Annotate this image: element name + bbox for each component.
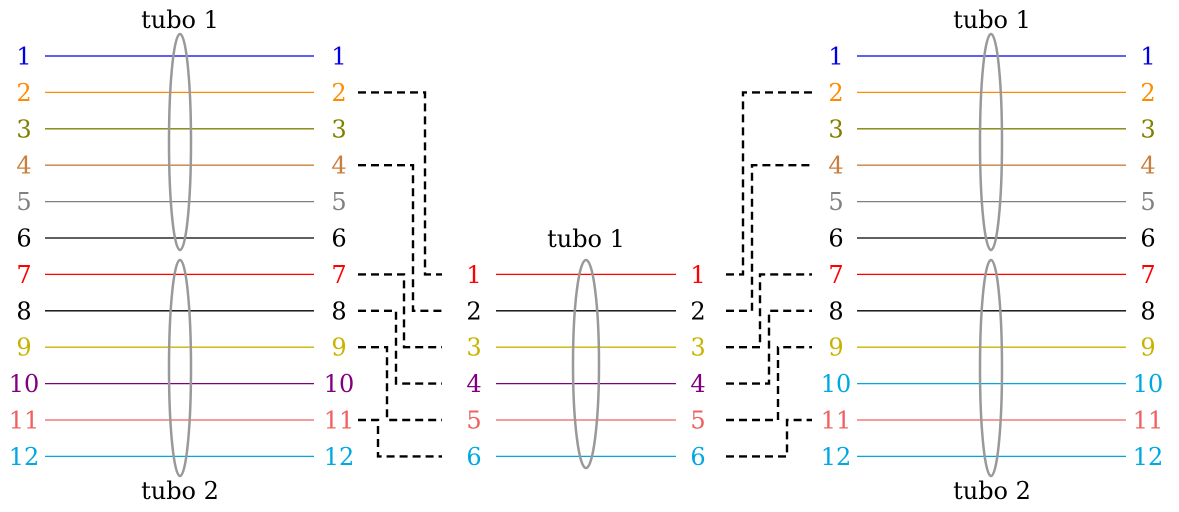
- right-fiber-1-label-right: 1: [1140, 43, 1155, 71]
- splice-paths-layer: [358, 91, 812, 458]
- center-tube-1-label: tubo 1: [547, 225, 625, 253]
- left-splice-2-to-1: [358, 91, 442, 276]
- center-fiber-6-label-left: 6: [466, 443, 481, 471]
- center-fiber-2-label-left: 2: [466, 297, 481, 325]
- left-fiber-7-label-left: 7: [16, 261, 31, 289]
- left-splice-11-to-6: [358, 418, 442, 458]
- left-fiber-1-label-right: 1: [331, 43, 346, 71]
- right-fiber-4-label-left: 4: [828, 152, 843, 180]
- left-fiber-1-label-left: 1: [16, 43, 31, 71]
- right-splice-4-to-8: [726, 309, 812, 385]
- right-fiber-6-label-right: 6: [1140, 225, 1155, 253]
- center-fiber-6-label-right: 6: [690, 443, 705, 471]
- right-fiber-9-label-left: 9: [828, 334, 843, 362]
- right-fiber-1-label-left: 1: [828, 43, 843, 71]
- right-tube-1-ellipse: [978, 32, 1004, 252]
- center-fiber-2-label-right: 2: [690, 297, 705, 325]
- left-fiber-3-label-left: 3: [16, 115, 31, 143]
- left-fiber-6-label-right: 6: [331, 225, 346, 253]
- left-tube-2-ellipse: [167, 258, 193, 478]
- right-fiber-4-label-right: 4: [1140, 152, 1155, 180]
- right-splice-5-to-9: [726, 346, 812, 422]
- center-fiber-3-label-right: 3: [690, 334, 705, 362]
- right-fiber-12-label-left: 12: [821, 443, 852, 471]
- right-splice-6-to-11: [726, 418, 812, 458]
- right-tube-2-ellipse: [978, 258, 1004, 478]
- right-fiber-7-label-left: 7: [828, 261, 843, 289]
- right-fiber-2-label-right: 2: [1140, 79, 1155, 107]
- left-fiber-11-label-right: 11: [324, 407, 355, 435]
- right-fiber-12-label-right: 12: [1133, 443, 1164, 471]
- left-fiber-5-label-left: 5: [16, 188, 31, 216]
- left-fiber-4-label-left: 4: [16, 152, 31, 180]
- right-fiber-2-label-left: 2: [828, 79, 843, 107]
- center-tube-1-ellipse: [571, 258, 601, 470]
- right-splice-1-to-2: [726, 91, 812, 276]
- right-splice-3-to-7: [726, 273, 812, 349]
- left-fiber-12-label-left: 12: [9, 443, 40, 471]
- left-fiber-8-label-right: 8: [331, 297, 346, 325]
- right-fiber-8-label-right: 8: [1140, 297, 1155, 325]
- left-splice-8-to-4: [358, 309, 442, 385]
- right-fiber-3-label-right: 3: [1140, 115, 1155, 143]
- right-fiber-10-label-right: 10: [1133, 370, 1164, 398]
- left-splice-7-to-3: [358, 273, 442, 349]
- center-fiber-5-label-right: 5: [690, 407, 705, 435]
- left-fiber-12-label-right: 12: [324, 443, 355, 471]
- tube-ellipses-layer: [167, 32, 1004, 478]
- left-tube-1-label: tubo 1: [141, 6, 219, 34]
- left-tube-1-ellipse: [167, 32, 193, 252]
- left-fiber-2-label-right: 2: [331, 79, 346, 107]
- left-fiber-4-label-right: 4: [331, 152, 346, 180]
- right-tube-1-label: tubo 1: [953, 6, 1031, 34]
- left-fiber-11-label-left: 11: [9, 407, 40, 435]
- center-fiber-1-label-left: 1: [466, 261, 481, 289]
- right-fiber-9-label-right: 9: [1140, 334, 1155, 362]
- left-fiber-2-label-left: 2: [16, 79, 31, 107]
- labels-layer: tubo 1 tubo 2 tubo 1 tubo 1 tubo 2 1 12 23…: [9, 6, 1164, 505]
- left-splice-9-to-5: [358, 346, 442, 422]
- left-fiber-9-label-left: 9: [16, 334, 31, 362]
- left-fiber-10-label-left: 10: [9, 370, 40, 398]
- right-fiber-5-label-left: 5: [828, 188, 843, 216]
- left-fiber-3-label-right: 3: [331, 115, 346, 143]
- fiber-lines-layer: [45, 55, 1126, 458]
- left-fiber-5-label-right: 5: [331, 188, 346, 216]
- right-tube-2-label: tubo 2: [953, 477, 1031, 505]
- right-fiber-8-label-left: 8: [828, 297, 843, 325]
- left-fiber-8-label-left: 8: [16, 297, 31, 325]
- center-fiber-1-label-right: 1: [690, 261, 705, 289]
- center-fiber-3-label-left: 3: [466, 334, 481, 362]
- right-fiber-6-label-left: 6: [828, 225, 843, 253]
- right-fiber-10-label-left: 10: [821, 370, 852, 398]
- right-fiber-11-label-left: 11: [821, 407, 852, 435]
- left-tube-2-label: tubo 2: [141, 477, 219, 505]
- center-fiber-5-label-left: 5: [466, 407, 481, 435]
- right-fiber-5-label-right: 5: [1140, 188, 1155, 216]
- right-splice-2-to-4: [726, 164, 812, 312]
- right-fiber-11-label-right: 11: [1133, 407, 1164, 435]
- left-splice-4-to-2: [358, 164, 442, 312]
- center-fiber-4-label-left: 4: [466, 370, 481, 398]
- left-fiber-9-label-right: 9: [331, 334, 346, 362]
- left-fiber-10-label-right: 10: [324, 370, 355, 398]
- right-fiber-7-label-right: 7: [1140, 261, 1155, 289]
- left-fiber-7-label-right: 7: [331, 261, 346, 289]
- center-fiber-4-label-right: 4: [690, 370, 705, 398]
- right-fiber-3-label-left: 3: [828, 115, 843, 143]
- left-fiber-6-label-left: 6: [16, 225, 31, 253]
